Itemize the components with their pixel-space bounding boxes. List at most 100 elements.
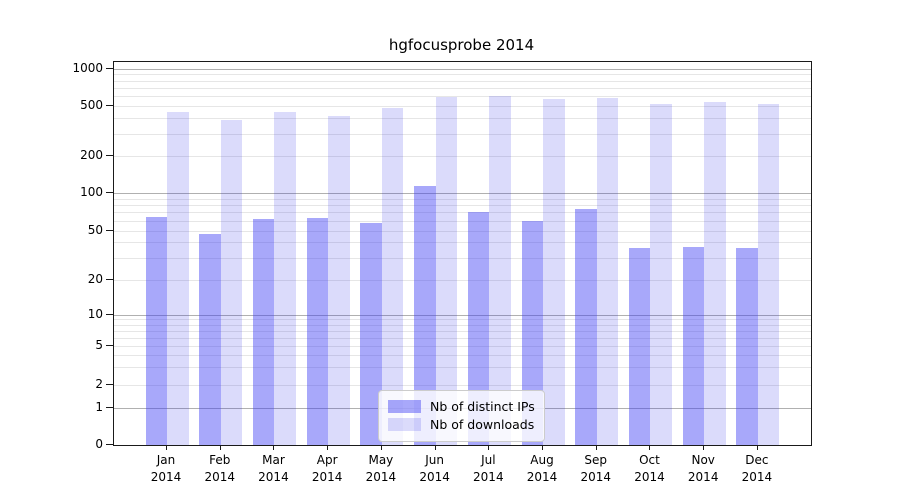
bar-distinct-ips — [682, 246, 705, 445]
bar-downloads — [167, 111, 189, 445]
minor-gridline — [114, 198, 811, 200]
legend-label-downloads: Nb of downloads — [430, 417, 535, 432]
x-tick-year: 2014 — [687, 470, 719, 484]
y-tick-label: 1000 — [72, 60, 103, 75]
minor-gridline — [114, 319, 811, 321]
minor-gridline — [114, 346, 811, 347]
bar-distinct-ips — [360, 223, 382, 445]
bar-distinct-ips — [414, 186, 436, 445]
legend-swatch-distinct-ips — [388, 400, 421, 413]
x-tick-mark — [380, 445, 382, 450]
bar-distinct-ips — [628, 248, 651, 445]
x-tick-mark — [327, 445, 329, 450]
x-tick-label: Oct 2014 — [634, 452, 665, 486]
x-tick-month: May — [368, 453, 394, 467]
x-tick-label: Dec 2014 — [742, 452, 773, 486]
chart-title: hgfocusprobe 2014 — [388, 36, 535, 54]
x-tick-label: Apr 2014 — [312, 452, 343, 486]
y-tick-label: 50 — [87, 222, 103, 237]
major-gridline — [114, 68, 811, 70]
bar-downloads — [757, 104, 780, 445]
minor-gridline — [114, 133, 811, 135]
bar-downloads — [489, 96, 511, 445]
bar-distinct-ips — [736, 248, 758, 445]
x-tick-mark — [756, 445, 758, 450]
x-tick-label: Feb 2014 — [204, 452, 235, 486]
y-tick-label: 0 — [95, 437, 103, 451]
major-gridline — [114, 193, 811, 194]
minor-gridline — [114, 80, 811, 82]
x-tick-month: Jun — [425, 453, 444, 467]
x-tick-month: Jan — [156, 453, 176, 467]
bar-distinct-ips — [467, 212, 490, 445]
y-tick-mark — [106, 155, 113, 156]
x-tick-month: Oct — [639, 453, 660, 467]
x-tick-year: 2014 — [419, 470, 450, 484]
legend-label-distinct-ips: Nb of distinct IPs — [430, 399, 535, 414]
plot-area — [113, 61, 812, 446]
bar-downloads — [328, 116, 350, 445]
x-tick-mark — [434, 445, 436, 450]
y-tick-label: 20 — [87, 271, 103, 286]
minor-gridline — [114, 330, 811, 332]
bar-downloads — [650, 104, 672, 445]
x-tick-mark — [703, 445, 705, 450]
legend-swatch-downloads — [388, 418, 421, 431]
major-gridline — [114, 314, 811, 316]
y-tick-label: 1 — [95, 399, 103, 414]
minor-gridline — [114, 355, 811, 357]
y-tick-mark — [106, 105, 113, 106]
x-tick-year: 2014 — [473, 470, 504, 484]
y-tick-mark — [106, 383, 113, 385]
x-tick-label: Nov 2014 — [688, 452, 719, 486]
minor-gridline — [114, 74, 811, 76]
minor-gridline — [114, 96, 811, 98]
x-tick-month: Dec — [745, 453, 769, 467]
y-tick-mark — [106, 192, 113, 193]
x-tick-month: Nov — [691, 453, 715, 467]
x-tick-mark — [542, 445, 544, 450]
y-tick-mark — [106, 406, 113, 408]
y-tick-label: 5 — [95, 338, 103, 352]
bar-distinct-ips — [575, 209, 597, 445]
x-tick-label: May 2014 — [366, 452, 397, 486]
bar-distinct-ips — [306, 217, 329, 445]
x-tick-label: Jan 2014 — [151, 452, 182, 486]
x-tick-label: Aug 2014 — [527, 452, 558, 486]
x-tick-year: 2014 — [365, 470, 397, 484]
minor-gridline — [114, 242, 811, 244]
x-tick-month: Mar — [262, 453, 285, 467]
bar-distinct-ips — [252, 218, 275, 445]
bar-downloads — [435, 97, 458, 445]
x-tick-year: 2014 — [311, 470, 343, 484]
x-tick-mark — [595, 445, 597, 450]
bar-downloads — [543, 99, 565, 445]
legend-item-downloads: Nb of downloads — [388, 417, 535, 432]
x-tick-year: 2014 — [580, 470, 612, 484]
x-tick-mark — [219, 445, 221, 450]
x-tick-label: Mar 2014 — [258, 452, 289, 486]
x-tick-year: 2014 — [258, 470, 289, 484]
y-tick-mark — [106, 229, 113, 231]
x-tick-label: Sep 2014 — [580, 452, 611, 486]
y-tick-label: 100 — [80, 185, 103, 199]
x-tick-mark — [273, 445, 275, 450]
minor-gridline — [114, 337, 811, 339]
x-tick-month: Sep — [584, 453, 608, 467]
y-tick-mark — [106, 278, 113, 280]
minor-gridline — [114, 156, 811, 157]
bar-downloads — [220, 119, 243, 445]
x-tick-year: 2014 — [741, 470, 773, 484]
legend-item-distinct-ips: Nb of distinct IPs — [388, 399, 535, 414]
x-tick-year: 2014 — [634, 470, 665, 484]
minor-gridline — [114, 118, 811, 120]
minor-gridline — [114, 220, 811, 222]
x-tick-month: Apr — [316, 453, 338, 467]
bar-downloads — [274, 112, 296, 445]
legend: Nb of distinct IPs Nb of downloads — [378, 390, 545, 442]
x-tick-mark — [166, 445, 167, 450]
x-tick-label: Jun 2014 — [419, 452, 450, 486]
minor-gridline — [114, 367, 811, 369]
y-tick-mark — [106, 313, 113, 315]
